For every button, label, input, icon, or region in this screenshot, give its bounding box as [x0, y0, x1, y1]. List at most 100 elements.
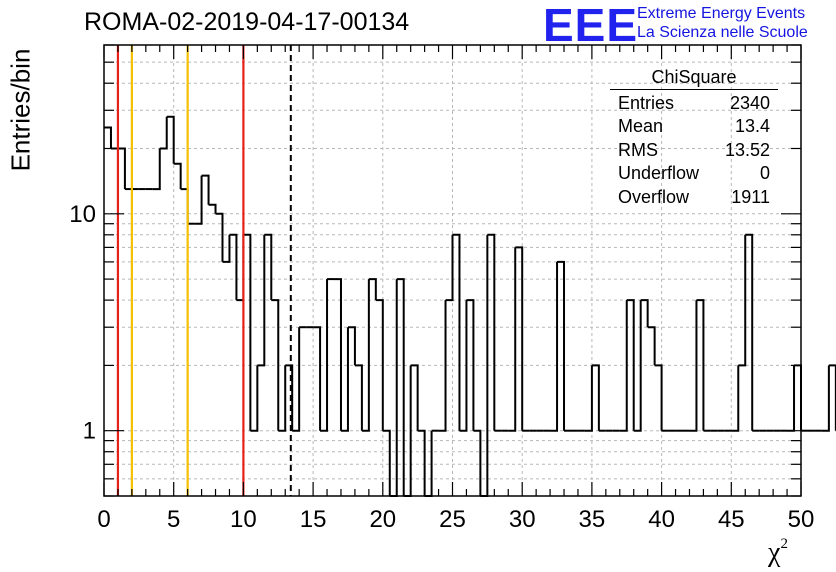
histogram-bin — [619, 300, 628, 432]
stats-label: Mean — [618, 116, 664, 137]
histogram-bin — [264, 233, 273, 301]
histogram-bin — [417, 429, 426, 496]
histogram-bin — [738, 234, 747, 367]
histogram-bin — [438, 300, 447, 432]
histogram-bin — [396, 278, 405, 496]
tick-labels: 0 5 10 15 20 25 30 35 40 45 50 1 10 — [69, 201, 814, 533]
y-tick-label: 10 — [69, 201, 96, 228]
x-tick-label: 10 — [230, 506, 257, 533]
histogram-bin — [313, 326, 322, 431]
stats-label: RMS — [618, 139, 658, 160]
x-tick-label: 35 — [579, 506, 606, 533]
histogram-bin — [828, 364, 836, 431]
eee-logo: EEE — [543, 0, 639, 51]
stats-row-mean: Mean 13.4 — [610, 115, 778, 138]
x-tick-label: 50 — [788, 506, 815, 533]
histogram-bin — [257, 234, 266, 367]
histogram-bin — [285, 364, 294, 431]
x-tick-label: 30 — [509, 506, 536, 533]
histogram-bin — [689, 300, 698, 432]
x-tick-label: 20 — [369, 506, 396, 533]
histogram-bin — [152, 148, 161, 191]
histogram-bin — [166, 115, 175, 164]
stats-value: 13.4 — [734, 116, 770, 137]
histogram-bin — [445, 234, 454, 302]
histogram-bin — [389, 279, 398, 497]
histogram-bin — [382, 429, 391, 496]
histogram-bin — [550, 261, 559, 432]
histogram-bin — [794, 364, 802, 431]
stats-box: ChiSquare Entries 2340 Mean 13.4 RMS 13.52 … — [610, 67, 778, 209]
histogram-bin — [410, 364, 419, 431]
histogram-bin — [208, 203, 217, 214]
histogram-bin — [473, 429, 482, 496]
stats-row-underflow: Underflow 0 — [610, 162, 778, 185]
histogram-bin — [640, 299, 649, 328]
stats-row-entries: Entries 2340 — [610, 92, 778, 115]
x-tick-label: 5 — [167, 506, 180, 533]
axis-ticks — [103, 44, 802, 497]
marker-lines — [116, 45, 292, 496]
histogram-bin — [787, 365, 796, 432]
histogram-bin — [626, 299, 635, 431]
x-tick-label: 25 — [439, 506, 466, 533]
logo-line-2: La Scienza nelle Scuole — [637, 24, 808, 41]
histogram-bin — [334, 278, 342, 431]
histogram-bin — [515, 246, 524, 431]
histogram-bin — [508, 247, 517, 432]
histogram-bin — [320, 279, 329, 432]
histogram-bin — [292, 327, 301, 432]
logo-caption: Extreme Energy Events La Scienza nelle S… — [637, 4, 808, 42]
histogram-bin — [104, 126, 112, 149]
histogram-bin — [271, 299, 280, 431]
histogram-bin — [173, 162, 182, 190]
logo-line-1: Extreme Energy Events — [637, 5, 806, 22]
histogram-bin — [159, 116, 168, 150]
stats-value: 2340 — [729, 93, 770, 113]
histogram-bin — [633, 300, 642, 432]
histogram-bin — [347, 326, 356, 366]
histogram-bin — [278, 365, 287, 432]
x-tick-label: 15 — [300, 506, 327, 533]
histogram-bin — [250, 365, 259, 432]
histogram-bin — [201, 174, 210, 205]
histogram-bin — [459, 300, 468, 432]
stats-title: ChiSquare — [610, 67, 778, 90]
x-axis-label-exponent: 2 — [780, 536, 788, 552]
stats-value: 13.52 — [724, 139, 770, 160]
histogram-bin — [215, 212, 224, 262]
histogram-bin — [487, 233, 496, 431]
stats-row-rms: RMS 13.52 — [610, 139, 778, 162]
stats-label: Entries — [618, 93, 675, 113]
histogram-bin — [557, 260, 566, 431]
histogram-bin — [821, 365, 830, 432]
histogram-bin — [647, 326, 656, 366]
histogram-bin — [229, 233, 238, 301]
x-axis-label: χ2 — [768, 536, 788, 569]
stats-value: 0 — [759, 163, 770, 184]
stats-value: 1911 — [731, 186, 770, 207]
histogram-bin — [222, 234, 231, 263]
histogram-bin — [194, 175, 203, 225]
histogram-bin — [654, 364, 663, 431]
x-axis-label-base: χ — [768, 537, 781, 568]
histogram-bin — [368, 278, 377, 301]
histogram-bin — [243, 233, 252, 431]
histogram-bin — [117, 147, 126, 190]
stats-label: Underflow — [618, 163, 700, 184]
y-axis-label: Entries/bin — [5, 48, 36, 172]
histogram-bin — [591, 364, 600, 431]
histogram-series — [104, 115, 836, 497]
histogram-bin — [340, 327, 349, 432]
histogram-bin — [452, 233, 461, 431]
histogram-bin — [361, 279, 370, 432]
y-tick-label: 1 — [83, 418, 96, 445]
chart-title: ROMA-02-2019-04-17-00134 — [84, 8, 410, 36]
histogram-bin — [466, 299, 475, 431]
histogram-bin — [731, 365, 740, 432]
x-tick-label: 40 — [648, 506, 675, 533]
x-tick-label: 45 — [718, 506, 745, 533]
histogram-bin — [375, 299, 384, 431]
histogram-bin — [745, 233, 754, 431]
